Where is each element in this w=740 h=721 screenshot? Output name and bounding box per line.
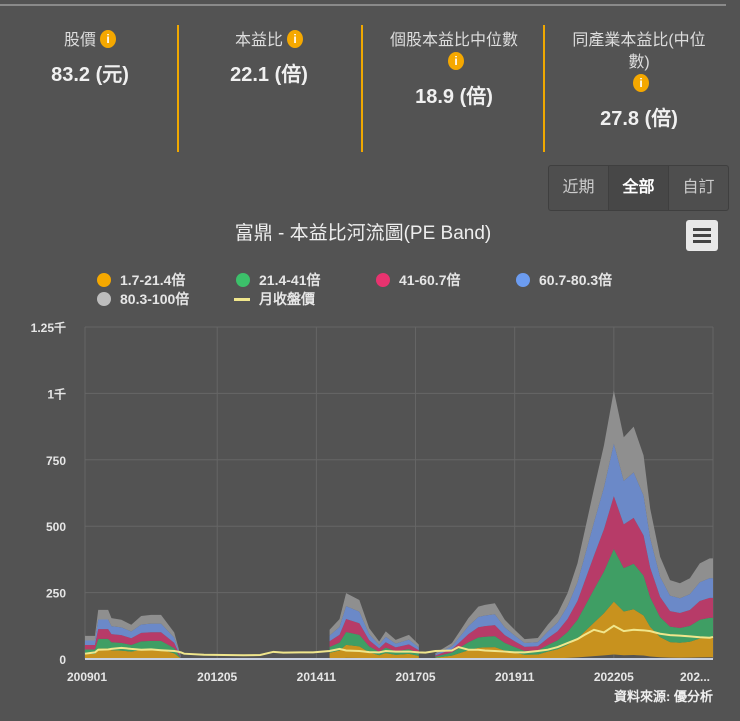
legend-item-band-2[interactable]: 21.4-41倍 (236, 270, 320, 290)
legend-label: 41-60.7倍 (399, 272, 461, 288)
pe-band-area (435, 496, 713, 657)
y-tick-label: 1.25千 (31, 320, 66, 335)
range-all-button[interactable]: 全部 (609, 166, 669, 210)
pe-band-area (329, 619, 419, 654)
pe-band-area (85, 619, 181, 658)
top-divider (0, 4, 726, 6)
stat-value: 27.8 (倍) (600, 108, 678, 130)
info-icon[interactable]: i (633, 74, 649, 92)
hamburger-menu-icon[interactable] (686, 220, 718, 251)
legend-item-band-3[interactable]: 41-60.7倍 (376, 270, 460, 290)
legend-dot-icon (236, 273, 250, 287)
pe-band-area (435, 549, 713, 658)
stat-label: 本益比 (234, 32, 283, 49)
pe-band-area (329, 644, 419, 659)
legend-dot-icon (376, 273, 390, 287)
pe-band-area (435, 443, 713, 656)
range-button-group: 近期 全部 自訂 (548, 165, 729, 211)
legend-label: 60.7-80.3倍 (539, 272, 613, 288)
data-source: 資料來源: 優分析 (614, 689, 713, 704)
chart-title: 富鼎 - 本益比河流圖(PE Band) (234, 223, 492, 244)
stat-industry-pe: 同產業本益比(中位數) i 27.8 (倍) (546, 30, 732, 131)
x-tick-label: 201205 (197, 670, 237, 684)
stat-value: 22.1 (倍) (230, 64, 308, 86)
x-tick-label: 202205 (594, 670, 634, 684)
info-icon[interactable]: i (448, 52, 464, 70)
legend-item-band-1[interactable]: 1.7-21.4倍 (97, 270, 185, 290)
y-tick-label: 250 (46, 587, 66, 601)
pe-band-area (329, 631, 419, 656)
y-tick-label: 1千 (47, 386, 66, 401)
legend-label: 1.7-21.4倍 (120, 272, 186, 288)
range-custom-button[interactable]: 自訂 (682, 179, 715, 196)
y-tick-label: 0 (59, 653, 66, 667)
legend-line-icon (234, 297, 250, 301)
price-line (84, 624, 714, 657)
legend-label: 21.4-41倍 (259, 272, 321, 288)
stat-label: 個股本益比中位數 (389, 32, 518, 49)
legend-dot-icon (516, 273, 530, 287)
pe-band-area (85, 609, 181, 657)
info-icon[interactable]: i (287, 30, 303, 48)
stat-divider (177, 25, 179, 152)
pe-band-area (85, 629, 181, 658)
stat-divider (361, 25, 363, 152)
x-tick-label: 200901 (67, 670, 107, 684)
x-tick-label: 201705 (396, 670, 436, 684)
legend-dot-icon (97, 292, 111, 306)
info-icon[interactable]: i (100, 30, 116, 48)
pe-band-area (435, 601, 713, 659)
stat-divider (543, 25, 545, 152)
legend-label: 80.3-100倍 (120, 291, 190, 307)
legend-label: 月收盤價 (259, 291, 315, 307)
pe-band-area (85, 648, 181, 659)
stat-label: 股價 (63, 32, 96, 49)
stat-value: 83.2 (元) (51, 64, 129, 86)
legend-item-band-4[interactable]: 60.7-80.3倍 (516, 270, 612, 290)
y-tick-label: 500 (46, 520, 66, 534)
stat-value: 18.9 (倍) (415, 86, 493, 108)
legend-item-band-5[interactable]: 80.3-100倍 (97, 289, 189, 309)
pe-band-area (435, 390, 713, 655)
x-tick-label: 201411 (297, 670, 337, 684)
y-tick-label: 750 (46, 454, 66, 468)
stat-pe-median: 個股本益比中位數 i 18.9 (倍) (364, 30, 544, 109)
x-tick-label: 201911 (495, 670, 535, 684)
stat-label: 同產業本益比(中位數) (572, 32, 706, 71)
legend-dot-icon (97, 273, 111, 287)
x-tick-label: 202... (680, 670, 710, 684)
range-recent-button[interactable]: 近期 (549, 166, 609, 210)
pe-band-chart: 0 250 500 750 1千 1.25千 200901 201205 201411 20170… (31, 320, 714, 684)
pe-band-area (329, 606, 419, 651)
pe-band-area (329, 593, 419, 648)
stat-price: 股價 i 83.2 (元) (0, 30, 180, 87)
legend-item-price[interactable]: 月收盤價 (234, 289, 315, 309)
stat-pe: 本益比 i 22.1 (倍) (179, 30, 359, 87)
